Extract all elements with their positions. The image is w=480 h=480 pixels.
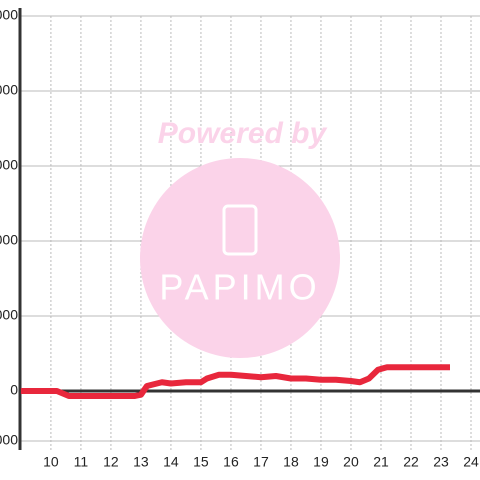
x-tick-label: 13 — [133, 454, 149, 470]
watermark-icon — [222, 204, 258, 256]
x-tick-label: 18 — [283, 454, 299, 470]
watermark: Powered by PAPIMO — [140, 117, 340, 358]
x-tick-label: 16 — [223, 454, 239, 470]
y-tick-label: 30,000 — [0, 307, 18, 323]
x-tick-label: 17 — [253, 454, 269, 470]
watermark-circle — [140, 158, 340, 358]
series-line — [20, 364, 450, 399]
x-tick-label: 21 — [373, 454, 389, 470]
y-tick-label: 150,000 — [0, 7, 18, 23]
x-tick-label: 15 — [193, 454, 209, 470]
watermark-brand: PAPIMO — [159, 267, 320, 308]
y-tick-label: 60,000 — [0, 232, 18, 248]
y-tick-label: 0 — [10, 382, 18, 398]
watermark-title: Powered by — [158, 117, 328, 150]
y-tick-label: 90,000 — [0, 157, 18, 173]
x-tick-label: 24 — [463, 454, 479, 470]
x-tick-label: 12 — [103, 454, 119, 470]
x-tick-label: 11 — [74, 454, 89, 470]
x-tick-label: 23 — [433, 454, 449, 470]
y-tick-label: -20,000 — [0, 432, 18, 448]
y-tick-label: 120,000 — [0, 82, 18, 98]
x-tick-label: 20 — [343, 454, 359, 470]
x-tick-label: 14 — [163, 454, 179, 470]
x-tick-label: 19 — [313, 454, 329, 470]
x-tick-label: 10 — [43, 454, 59, 470]
x-tick-label: 22 — [403, 454, 419, 470]
